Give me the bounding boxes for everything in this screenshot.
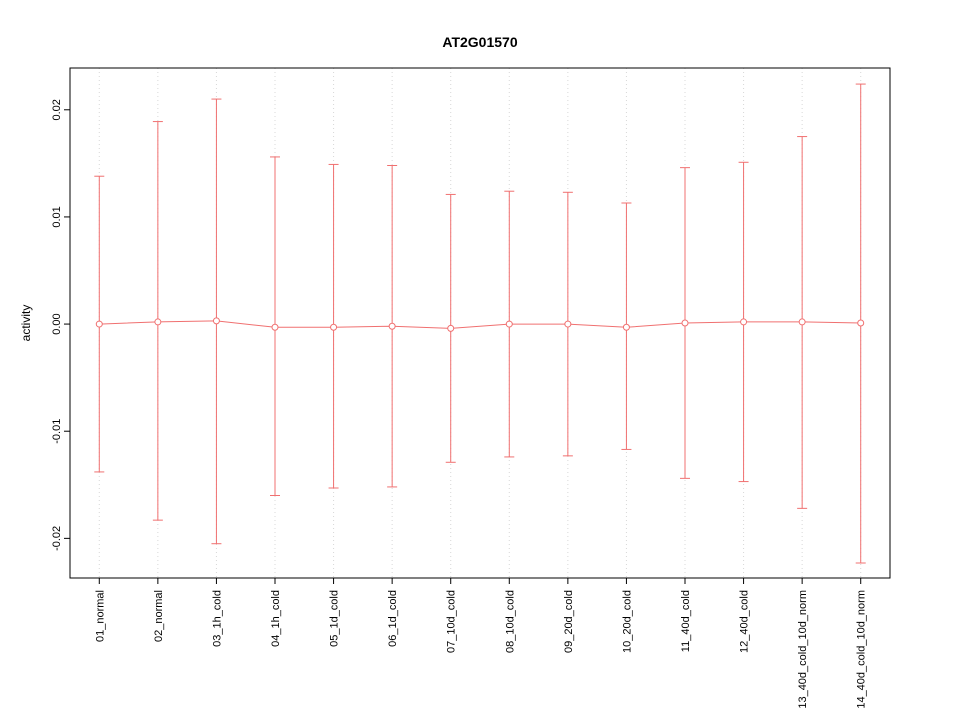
x-tick-label: 02_normal <box>153 590 165 642</box>
data-point <box>447 324 455 332</box>
x-tick-label: 13_40d_cold_10d_norm <box>797 590 809 709</box>
data-point <box>622 323 630 331</box>
data-point <box>505 320 513 328</box>
data-point <box>388 322 396 330</box>
y-tick-label: -0.02 <box>51 526 63 551</box>
y-tick-label: -0.01 <box>51 419 63 444</box>
data-point <box>681 319 689 327</box>
x-tick-label: 11_40d_cold <box>680 590 692 652</box>
y-axis-label: activity <box>19 305 33 342</box>
y-tick-label: 0.02 <box>51 99 63 120</box>
x-tick-label: 09_20d_cold <box>563 590 575 653</box>
data-point <box>564 320 572 328</box>
data-point <box>740 318 748 326</box>
x-tick-label: 05_1d_cold <box>329 590 341 647</box>
data-point <box>857 319 865 327</box>
x-tick-label: 01_normal <box>94 590 106 642</box>
center-line <box>99 320 861 329</box>
data-point <box>95 320 103 328</box>
data-point <box>798 318 806 326</box>
x-tick-label: 12_40d_cold <box>739 590 751 653</box>
x-tick-label: 04_1h_cold <box>270 590 282 647</box>
data-point <box>330 323 338 331</box>
x-tick-label: 03_1h_cold <box>211 590 223 647</box>
data-point <box>271 323 279 331</box>
x-tick-label: 14_40d_cold_10d_norm <box>856 590 868 709</box>
y-tick-label: 0.00 <box>51 313 63 334</box>
plot-area: -0.02 -0.01 0.00 0.01 0.02 01_normal 02_normal… <box>51 67 891 709</box>
plot-border <box>69 67 891 579</box>
x-tick-label: 08_10d_cold <box>504 590 516 653</box>
chart-title: AT2G01570 <box>442 34 517 50</box>
y-tick-label: 0.01 <box>51 206 63 227</box>
data-point <box>154 318 162 326</box>
x-tick-label: 06_1d_cold <box>387 590 399 647</box>
x-tick-label: 10_20d_cold <box>621 590 633 653</box>
data-point <box>212 317 220 325</box>
x-tick-label: 07_10d_cold <box>446 590 458 653</box>
